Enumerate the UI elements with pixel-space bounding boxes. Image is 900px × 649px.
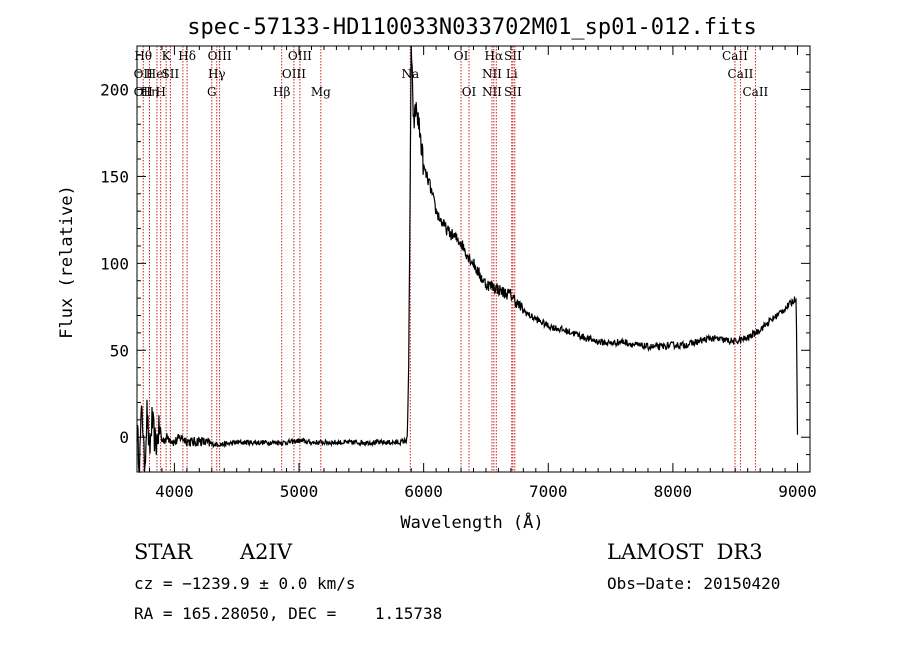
y-tick-label: 0: [119, 428, 129, 447]
survey-name: LAMOST DR3: [607, 540, 763, 564]
line-marker-label: SII: [504, 49, 522, 63]
line-marker-label: CaII: [742, 85, 768, 99]
line-marker-label: HeI: [146, 67, 169, 81]
line-marker-label: OII: [134, 67, 154, 81]
line-marker-label: CaII: [722, 49, 748, 63]
y-axis-label: Flux (relative): [57, 185, 77, 339]
line-marker-label: Hδ: [178, 49, 196, 63]
redshift-readout: cz = −1239.9 ± 0.0 km/s: [134, 574, 356, 593]
line-marker-label: Hγ: [208, 67, 226, 81]
line-marker-label: OI: [454, 49, 469, 63]
y-tick-label: 150: [100, 167, 129, 186]
y-axis-ticks: 0 50 100 150 200: [100, 54, 810, 473]
line-marker-label: H: [155, 85, 165, 99]
line-marker-label: OII: [134, 85, 154, 99]
line-marker-label: CaII: [728, 67, 754, 81]
line-marker-label: NII: [482, 67, 502, 81]
line-marker-label: Li: [506, 67, 518, 81]
line-marker-label: Hθ: [134, 49, 152, 63]
x-tick-label: 4000: [155, 482, 194, 501]
line-marker-label: Mg: [311, 85, 331, 99]
y-tick-label: 100: [100, 254, 129, 273]
y-tick-label: 200: [100, 80, 129, 99]
line-marker-label: OIII: [288, 49, 312, 63]
line-marker-label: Hα: [485, 49, 504, 63]
line-marker-label: Hη: [141, 85, 159, 99]
chart-title: spec-57133-HD110033N033702M01_sp01-012.f…: [187, 15, 757, 40]
line-markers-layer: HθOIIOIIHηHeIHKSIIHδGHγOIIIHβOIIIOIIIMgN…: [134, 46, 769, 472]
coordinates-readout: RA = 165.28050, DEC = 1.15738: [134, 604, 443, 623]
object-subclass: A2IV: [240, 540, 292, 564]
line-marker-label: K: [162, 49, 172, 63]
line-marker-label: G: [207, 85, 217, 99]
line-marker-label: OI: [462, 85, 477, 99]
line-marker-label: SII: [504, 85, 522, 99]
spectrum-line: [136, 45, 799, 474]
x-axis-label: Wavelength (Å): [400, 511, 543, 533]
x-tick-label: 7000: [529, 482, 568, 501]
x-tick-label: 8000: [654, 482, 693, 501]
x-tick-label: 9000: [778, 482, 817, 501]
x-tick-label: 6000: [404, 482, 443, 501]
object-class: STAR: [134, 540, 193, 564]
line-marker-label: SII: [162, 67, 180, 81]
line-marker-label: OIII: [208, 49, 232, 63]
observation-date: Obs−Date: 20150420: [607, 574, 781, 593]
line-marker-label: OIII: [282, 67, 306, 81]
line-marker-label: Hβ: [273, 85, 290, 99]
x-tick-label: 5000: [280, 482, 319, 501]
line-marker-label: NII: [482, 85, 502, 99]
y-tick-label: 50: [110, 341, 129, 360]
x-axis-ticks: 4000 5000 6000 7000 8000 9000: [136, 46, 817, 501]
line-marker-label: Na: [401, 67, 419, 81]
